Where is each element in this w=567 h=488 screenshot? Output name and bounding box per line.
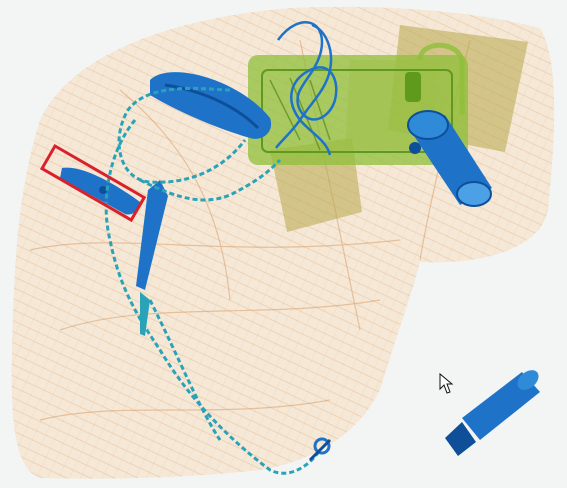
- padlock: [409, 42, 465, 154]
- arrow-cursor-icon: [439, 372, 454, 394]
- small-knife: [60, 167, 140, 215]
- keychain-clip: [308, 437, 332, 462]
- cylinder-object: [445, 370, 540, 456]
- detection-box: [39, 143, 147, 223]
- chain-tangle: [274, 21, 338, 156]
- chain: [104, 86, 322, 475]
- phone-device: [248, 55, 468, 165]
- tube-object: [407, 110, 492, 207]
